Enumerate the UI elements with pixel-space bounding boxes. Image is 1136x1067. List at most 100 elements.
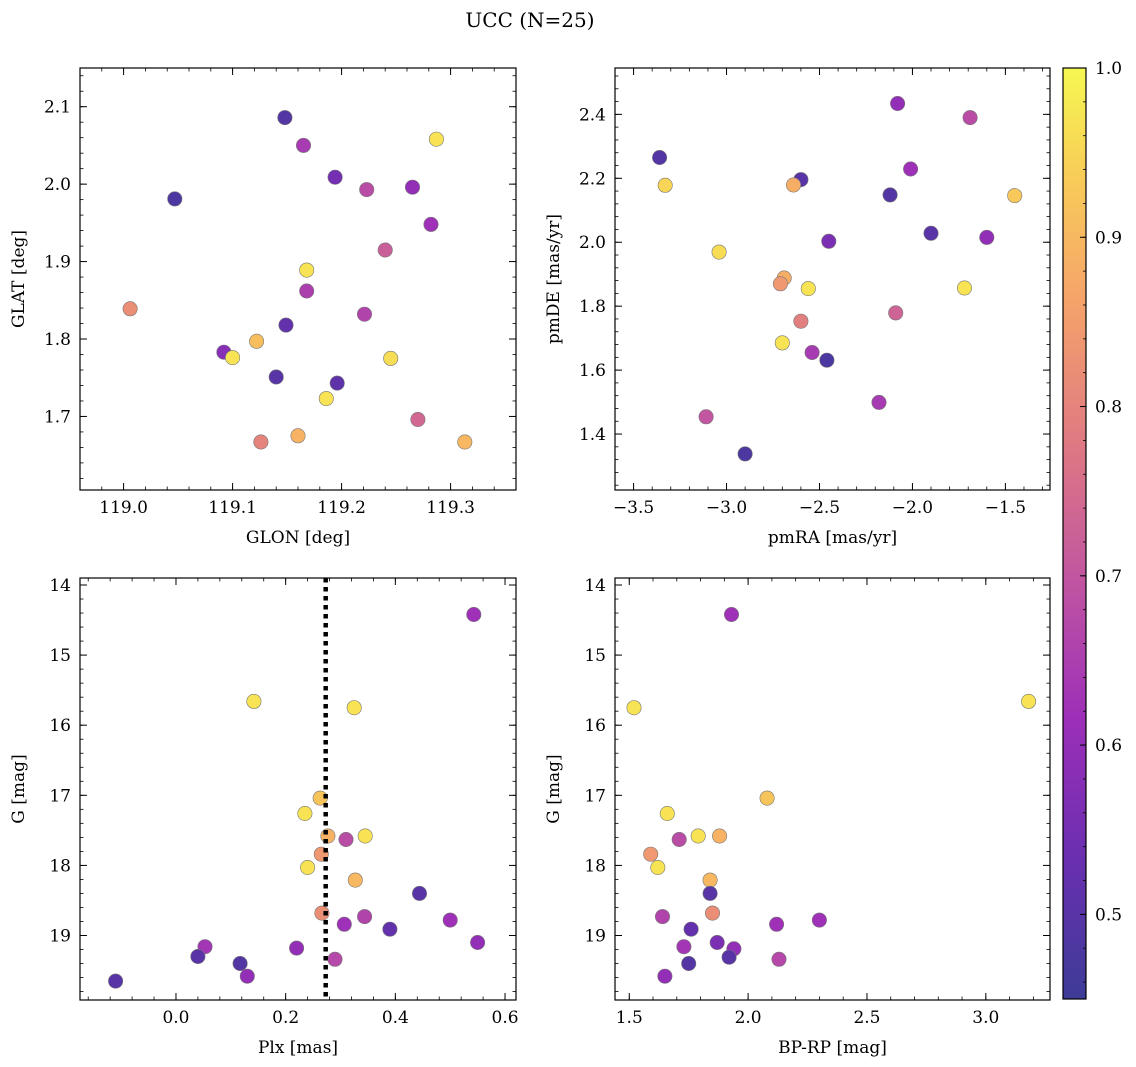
data-point bbox=[769, 916, 785, 932]
y-tick-label: 19 bbox=[584, 927, 606, 947]
y-axis-label: G [mag] bbox=[9, 754, 29, 823]
data-point bbox=[709, 934, 725, 950]
x-tick-label: 2.5 bbox=[853, 1008, 880, 1028]
data-point bbox=[800, 281, 816, 297]
y-axis-label: GLAT [deg] bbox=[9, 230, 29, 328]
x-tick-label: 119.0 bbox=[99, 498, 148, 518]
data-point bbox=[772, 276, 788, 292]
y-tick-label: 1.9 bbox=[44, 253, 71, 273]
x-tick-label: 3.0 bbox=[972, 1008, 999, 1028]
data-point bbox=[650, 859, 666, 875]
data-point bbox=[442, 912, 458, 928]
data-point bbox=[336, 916, 352, 932]
y-tick-label: 2.4 bbox=[579, 105, 606, 125]
data-point bbox=[249, 333, 265, 349]
data-point bbox=[888, 305, 904, 321]
data-point bbox=[466, 606, 482, 622]
data-point bbox=[318, 391, 334, 407]
data-point bbox=[278, 317, 294, 333]
data-point bbox=[711, 244, 727, 260]
colorbar-tick-label: 0.9 bbox=[1095, 228, 1122, 248]
data-point bbox=[683, 921, 699, 937]
y-axis-label: pmDE [mas/yr] bbox=[544, 214, 564, 344]
x-tick-label: −1.5 bbox=[985, 498, 1026, 518]
data-point bbox=[903, 161, 919, 177]
data-point bbox=[956, 280, 972, 296]
data-point bbox=[327, 951, 343, 967]
data-point bbox=[470, 934, 486, 950]
y-tick-label: 18 bbox=[49, 856, 71, 876]
data-point bbox=[277, 110, 293, 126]
data-point bbox=[239, 968, 255, 984]
data-point bbox=[819, 352, 835, 368]
data-point bbox=[457, 434, 473, 450]
y-tick-label: 2.2 bbox=[579, 169, 606, 189]
data-point bbox=[225, 350, 241, 366]
x-tick-label: 0.6 bbox=[492, 1008, 519, 1028]
data-point bbox=[289, 940, 305, 956]
data-point bbox=[299, 262, 315, 278]
data-point bbox=[882, 187, 898, 203]
axes-frame bbox=[614, 577, 1051, 1001]
y-tick-label: 16 bbox=[49, 716, 71, 736]
data-point bbox=[359, 182, 375, 198]
axes-frame bbox=[614, 67, 1051, 491]
data-point bbox=[232, 955, 248, 971]
data-point bbox=[785, 177, 801, 193]
colorbar-gradient bbox=[1062, 67, 1087, 1000]
data-point bbox=[821, 233, 837, 249]
data-point bbox=[290, 428, 306, 444]
data-point bbox=[626, 700, 642, 716]
data-point bbox=[299, 283, 315, 299]
panel-pmra-pmde: −3.5 −3.0 −2.5 −2.0 −1.5 1.4 1.6 1.8 2.0 2.2 2.4 pm… bbox=[544, 67, 1051, 548]
data-point bbox=[246, 693, 262, 709]
data-point bbox=[357, 828, 373, 844]
panel-plx-g: 0.0 0.2 0.4 0.6 14 15 16 17 18 19 Plx [mas] G [mag] bbox=[9, 576, 519, 1058]
x-tick-label: 1.5 bbox=[616, 1008, 643, 1028]
data-point bbox=[346, 700, 362, 716]
y-tick-label: 19 bbox=[49, 927, 71, 947]
axes-frame bbox=[79, 577, 517, 1001]
data-point bbox=[759, 790, 775, 806]
y-tick-label: 1.6 bbox=[579, 361, 606, 381]
x-tick-label: −3.0 bbox=[706, 498, 747, 518]
x-tick-label: 0.0 bbox=[162, 1008, 189, 1028]
y-tick-label: 1.7 bbox=[44, 407, 71, 427]
data-point bbox=[923, 225, 939, 241]
y-tick-label: 1.8 bbox=[44, 330, 71, 350]
y-tick-label: 17 bbox=[49, 786, 71, 806]
y-tick-label: 1.4 bbox=[579, 425, 606, 445]
data-point bbox=[704, 905, 720, 921]
data-point bbox=[404, 179, 420, 195]
x-axis-label: Plx [mas] bbox=[258, 1038, 338, 1058]
data-point bbox=[253, 434, 269, 450]
data-point bbox=[962, 110, 978, 126]
data-point bbox=[671, 831, 687, 847]
data-point bbox=[295, 137, 311, 153]
data-point bbox=[411, 885, 427, 901]
y-tick-label: 14 bbox=[584, 576, 606, 596]
y-tick-label: 2.1 bbox=[44, 98, 71, 118]
panel-glon-glat: 119.0 119.1 119.2 119.3 1.7 1.8 1.9 2.0 2.1 GLON … bbox=[9, 67, 517, 548]
data-point bbox=[702, 872, 718, 888]
data-point bbox=[721, 949, 737, 965]
data-point bbox=[811, 912, 827, 928]
colorbar-tick-label: 0.8 bbox=[1095, 398, 1122, 418]
data-point bbox=[356, 306, 372, 322]
data-point bbox=[122, 301, 138, 317]
data-point bbox=[327, 169, 343, 185]
data-point bbox=[676, 939, 692, 955]
colorbar-tick-label: 0.6 bbox=[1095, 736, 1122, 756]
data-point bbox=[657, 177, 673, 193]
data-point bbox=[377, 242, 393, 258]
y-tick-label: 2.0 bbox=[44, 175, 71, 195]
data-point bbox=[737, 446, 753, 462]
y-tick-label: 18 bbox=[584, 856, 606, 876]
y-tick-label: 16 bbox=[584, 716, 606, 736]
data-point bbox=[1021, 693, 1037, 709]
y-tick-label: 1.8 bbox=[579, 297, 606, 317]
x-tick-label: 0.4 bbox=[382, 1008, 409, 1028]
data-point bbox=[702, 885, 718, 901]
data-point bbox=[314, 905, 330, 921]
